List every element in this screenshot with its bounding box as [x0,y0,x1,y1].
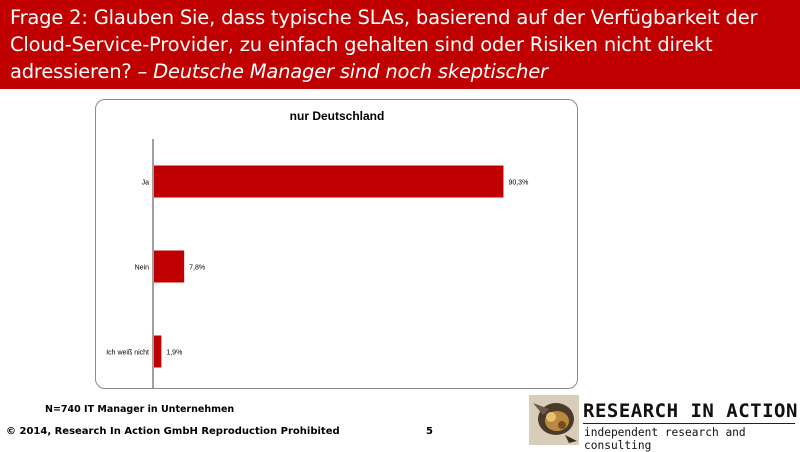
title-emphasis: Deutsche Manager sind noch skeptischer [153,60,548,83]
bar-chart: nur Deutschland Ja 90,3% Nein 7,8% Ich weiß n… [106,109,528,388]
page-number: 5 [426,426,433,437]
value-label: 90,3% [508,180,528,187]
value-label: 1,9% [166,350,182,357]
logo-tagline: independent research and consulting [584,426,746,452]
value-label: 7,8% [189,265,205,272]
bar [154,165,504,198]
logo-divider [583,423,795,424]
category-label: Ja [142,180,150,187]
bar [154,250,185,283]
category-label: Nein [135,265,150,272]
logo-name: RESEARCH IN ACTION [583,400,798,422]
chart-panel: nur Deutschland Ja 90,3% Nein 7,8% Ich weiß n… [95,99,578,389]
copyright-notice: © 2014, Research In Action GmbH Reproduc… [6,426,340,437]
category-label: Ich weiß nicht [106,350,149,357]
bar [154,335,162,368]
company-logo-icon [529,395,579,445]
title-main: Frage 2: Glauben Sie, dass typische SLAs… [10,6,758,83]
chart-title: nur Deutschland [290,109,385,123]
sample-size-note: N=740 IT Manager in Unternehmen [45,404,235,415]
slide-title: Frage 2: Glauben Sie, dass typische SLAs… [0,0,800,89]
